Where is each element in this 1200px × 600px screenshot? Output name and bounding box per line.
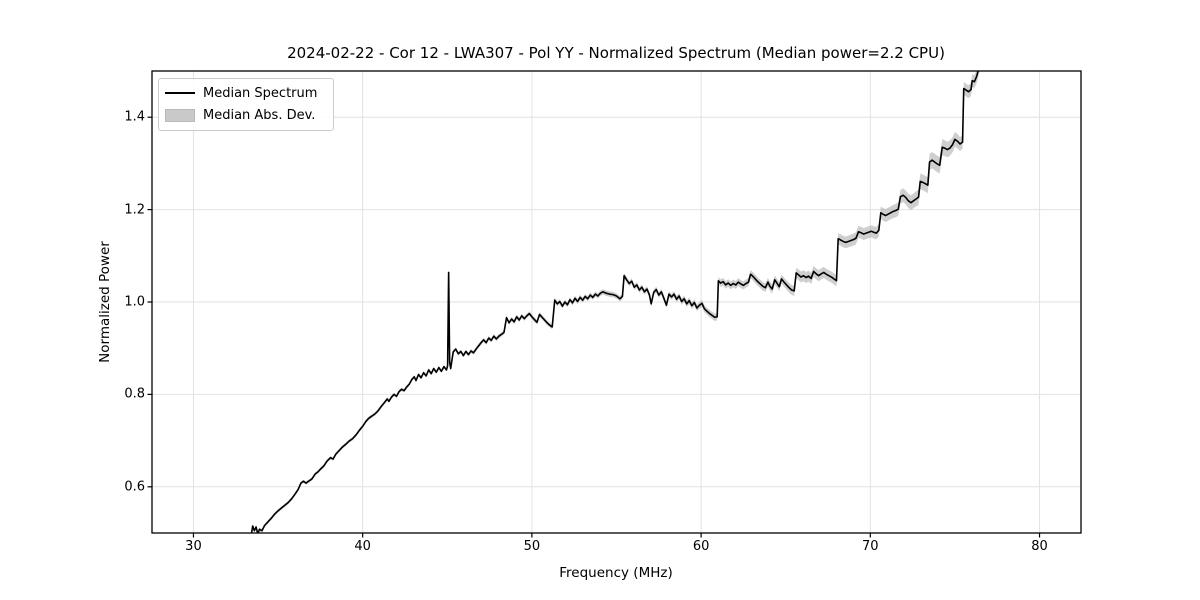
median-spectrum-line — [250, 71, 979, 533]
legend-label: Median Abs. Dev. — [203, 107, 316, 123]
y-tick-label-1.2: 1.2 — [124, 202, 145, 218]
x-tick-label-40: 40 — [354, 539, 371, 554]
x-tick-label-60: 60 — [692, 539, 710, 554]
legend-entry-median-abs-dev: Median Abs. Dev. — [165, 106, 323, 124]
x-tick-label-70: 70 — [862, 539, 879, 554]
legend-label: Median Spectrum — [203, 85, 318, 101]
y-axis-label: Normalized Power — [97, 241, 113, 363]
legend-line-sample — [165, 92, 195, 94]
x-tick-label-50: 50 — [523, 539, 541, 554]
chart-title: 2024-02-22 - Cor 12 - LWA307 - Pol YY - … — [287, 44, 945, 62]
y-tick-label-1.4: 1.4 — [124, 109, 145, 125]
x-axis-label: Frequency (MHz) — [559, 565, 673, 581]
y-tick-label-0.6: 0.6 — [124, 479, 145, 495]
legend: Median Spectrum Median Abs. Dev. — [158, 78, 334, 131]
y-tick-label-0.8: 0.8 — [124, 386, 145, 402]
legend-patch-sample — [165, 108, 195, 122]
legend-entry-median-spectrum: Median Spectrum — [165, 84, 323, 102]
y-tick-label-1.0: 1.0 — [124, 294, 145, 310]
x-tick-label-80: 80 — [1031, 539, 1048, 554]
x-tick-label-30: 30 — [185, 539, 202, 554]
